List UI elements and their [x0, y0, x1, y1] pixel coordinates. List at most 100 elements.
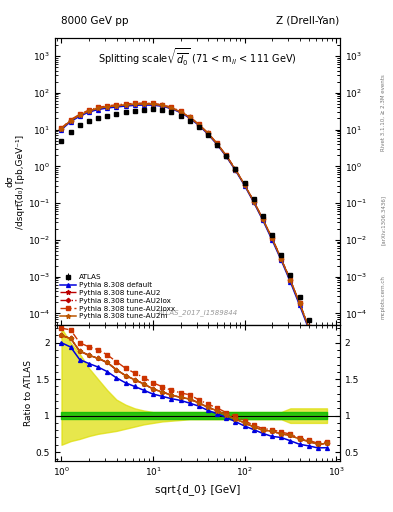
Pythia 8.308 tune-AU2loxx: [169, 104, 174, 110]
Pythia 8.308 default: [206, 131, 210, 137]
Pythia 8.308 tune-AU2m: [114, 103, 119, 109]
Pythia 8.308 tune-AU2lox: [160, 102, 165, 109]
Pythia 8.308 tune-AU2: [87, 108, 92, 114]
Pythia 8.308 tune-AU2lox: [261, 217, 265, 223]
Pythia 8.308 default: [316, 351, 320, 357]
Pythia 8.308 tune-AU2loxx: [123, 101, 128, 107]
Pythia 8.308 tune-AU2m: [87, 108, 92, 114]
Pythia 8.308 default: [141, 102, 146, 108]
Pythia 8.308 default: [68, 118, 73, 124]
Pythia 8.308 tune-AU2: [196, 122, 201, 128]
Pythia 8.308 tune-AU2: [169, 105, 174, 111]
Pythia 8.308 tune-AU2m: [306, 324, 311, 330]
Pythia 8.308 tune-AU2loxx: [252, 198, 256, 204]
Pythia 8.308 default: [123, 103, 128, 109]
Pythia 8.308 default: [96, 106, 101, 113]
Pythia 8.308 tune-AU2lox: [169, 105, 174, 111]
Pythia 8.308 tune-AU2: [96, 105, 101, 112]
Pythia 8.308 tune-AU2: [288, 277, 293, 283]
Pythia 8.308 default: [160, 103, 165, 109]
Pythia 8.308 default: [270, 237, 274, 243]
Pythia 8.308 default: [169, 105, 174, 112]
Text: ATLAS_2017_I1589844: ATLAS_2017_I1589844: [157, 309, 238, 316]
Pythia 8.308 tune-AU2m: [178, 109, 183, 115]
Pythia 8.308 tune-AU2loxx: [261, 216, 265, 222]
Pythia 8.308 tune-AU2lox: [77, 112, 82, 118]
Text: Z (Drell-Yan): Z (Drell-Yan): [275, 15, 339, 26]
Pythia 8.308 tune-AU2m: [270, 236, 274, 242]
Pythia 8.308 tune-AU2loxx: [288, 277, 293, 283]
Pythia 8.308 tune-AU2lox: [297, 300, 302, 306]
Pythia 8.308 tune-AU2m: [59, 125, 64, 132]
Pythia 8.308 tune-AU2loxx: [316, 349, 320, 355]
Pythia 8.308 tune-AU2: [141, 101, 146, 107]
Pythia 8.308 tune-AU2: [59, 125, 64, 132]
Pythia 8.308 tune-AU2lox: [87, 108, 92, 114]
Pythia 8.308 tune-AU2m: [316, 350, 320, 356]
Pythia 8.308 tune-AU2m: [196, 122, 201, 128]
Pythia 8.308 tune-AU2: [77, 112, 82, 118]
Pythia 8.308 tune-AU2loxx: [270, 235, 274, 241]
Pythia 8.308 tune-AU2lox: [316, 350, 320, 356]
Pythia 8.308 tune-AU2lox: [141, 101, 146, 107]
Pythia 8.308 tune-AU2loxx: [68, 117, 73, 123]
Pythia 8.308 tune-AU2m: [288, 277, 293, 283]
Pythia 8.308 default: [215, 141, 219, 147]
Pythia 8.308 default: [306, 326, 311, 332]
Pythia 8.308 tune-AU2loxx: [196, 121, 201, 127]
Pythia 8.308 tune-AU2lox: [270, 236, 274, 242]
Pythia 8.308 tune-AU2m: [132, 101, 137, 108]
Pythia 8.308 tune-AU2lox: [224, 153, 229, 159]
Pythia 8.308 tune-AU2loxx: [242, 181, 247, 187]
Pythia 8.308 tune-AU2m: [242, 182, 247, 188]
Pythia 8.308 tune-AU2lox: [215, 141, 219, 147]
Line: Pythia 8.308 tune-AU2lox: Pythia 8.308 tune-AU2lox: [60, 102, 329, 381]
Pythia 8.308 tune-AU2: [123, 102, 128, 108]
Pythia 8.308 tune-AU2: [325, 377, 329, 383]
Pythia 8.308 tune-AU2m: [96, 105, 101, 112]
Pythia 8.308 tune-AU2m: [77, 112, 82, 118]
Pythia 8.308 tune-AU2lox: [306, 324, 311, 330]
Pythia 8.308 tune-AU2: [316, 350, 320, 356]
Pythia 8.308 tune-AU2m: [123, 102, 128, 108]
Pythia 8.308 default: [132, 102, 137, 109]
Pythia 8.308 tune-AU2: [178, 109, 183, 115]
Pythia 8.308 tune-AU2m: [279, 256, 284, 262]
Pythia 8.308 tune-AU2loxx: [105, 103, 110, 109]
Line: Pythia 8.308 default: Pythia 8.308 default: [59, 103, 329, 383]
Pythia 8.308 tune-AU2lox: [123, 102, 128, 108]
Pythia 8.308 tune-AU2loxx: [59, 125, 64, 131]
Pythia 8.308 tune-AU2m: [68, 118, 73, 124]
Pythia 8.308 tune-AU2loxx: [279, 255, 284, 262]
Pythia 8.308 tune-AU2: [270, 236, 274, 242]
Text: [arXiv:1306.3436]: [arXiv:1306.3436]: [381, 195, 386, 245]
Pythia 8.308 default: [196, 122, 201, 129]
Line: Pythia 8.308 tune-AU2m: Pythia 8.308 tune-AU2m: [59, 101, 329, 382]
Pythia 8.308 tune-AU2lox: [68, 118, 73, 124]
Pythia 8.308 tune-AU2loxx: [160, 101, 165, 108]
Pythia 8.308 tune-AU2loxx: [151, 100, 155, 106]
Pythia 8.308 default: [242, 182, 247, 188]
Pythia 8.308 tune-AU2loxx: [187, 114, 192, 120]
Pythia 8.308 tune-AU2lox: [96, 105, 101, 112]
Pythia 8.308 tune-AU2: [132, 101, 137, 108]
Pythia 8.308 tune-AU2loxx: [206, 130, 210, 136]
Pythia 8.308 default: [252, 199, 256, 205]
Pythia 8.308 tune-AU2lox: [279, 256, 284, 262]
Pythia 8.308 tune-AU2m: [224, 153, 229, 159]
Pythia 8.308 tune-AU2m: [160, 102, 165, 109]
Pythia 8.308 tune-AU2: [297, 300, 302, 306]
Pythia 8.308 tune-AU2m: [261, 217, 265, 223]
X-axis label: sqrt{d_0} [GeV]: sqrt{d_0} [GeV]: [155, 484, 240, 495]
Pythia 8.308 default: [288, 279, 293, 285]
Pythia 8.308 tune-AU2m: [105, 104, 110, 110]
Pythia 8.308 tune-AU2m: [325, 377, 329, 383]
Text: 8000 GeV pp: 8000 GeV pp: [61, 15, 129, 26]
Pythia 8.308 tune-AU2loxx: [297, 300, 302, 306]
Pythia 8.308 tune-AU2loxx: [114, 102, 119, 108]
Text: Rivet 3.1.10, ≥ 2.3M events: Rivet 3.1.10, ≥ 2.3M events: [381, 74, 386, 151]
Legend: ATLAS, Pythia 8.308 default, Pythia 8.308 tune-AU2, Pythia 8.308 tune-AU2lox, Py: ATLAS, Pythia 8.308 default, Pythia 8.30…: [59, 273, 176, 321]
Pythia 8.308 tune-AU2lox: [105, 104, 110, 110]
Pythia 8.308 tune-AU2: [68, 118, 73, 124]
Pythia 8.308 tune-AU2loxx: [132, 100, 137, 106]
